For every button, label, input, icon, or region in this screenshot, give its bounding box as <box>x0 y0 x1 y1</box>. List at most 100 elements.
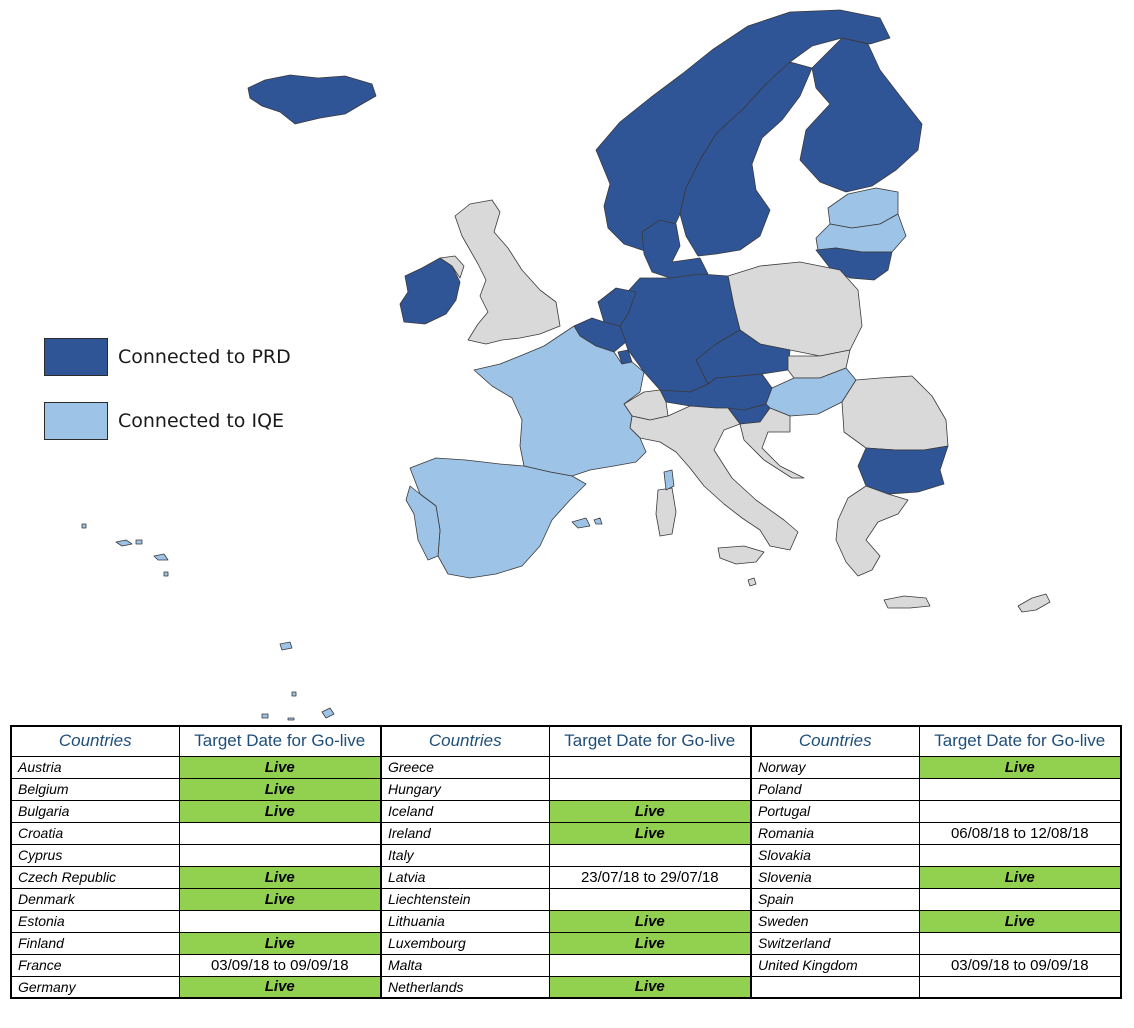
region-ireland <box>399 257 461 325</box>
table-row: Germany Live Netherlands Live <box>10 975 1122 999</box>
country-cell: Austria <box>10 755 180 779</box>
country-cell: Malta <box>380 953 550 977</box>
country-cell: Latvia <box>380 865 550 889</box>
status-live-cell: Live <box>918 865 1122 889</box>
table-row: Croatia Ireland Live Romania 06/08/18 to 12/… <box>10 821 1122 845</box>
target-date-cell <box>918 799 1122 823</box>
table-row: Estonia Lithuania Live Sweden Live <box>10 909 1122 933</box>
region-malta <box>747 577 757 587</box>
target-date-cell <box>918 887 1122 911</box>
country-cell: Luxembourg <box>380 931 550 955</box>
region-madeira <box>279 641 293 651</box>
table-row: Austria Live Greece Norway Live <box>10 755 1122 779</box>
table-row: Bulgaria Live Iceland Live Portugal <box>10 799 1122 823</box>
country-cell: Lithuania <box>380 909 550 933</box>
region-romania <box>841 375 949 451</box>
table-row: France 03/09/18 to 09/09/18 Malta United Ki… <box>10 953 1122 977</box>
region-united-kingdom <box>454 199 561 345</box>
legend-item-prd: Connected to PRD <box>44 338 291 376</box>
header-target-date: Target Date for Go-live <box>918 725 1122 757</box>
target-date-cell <box>918 777 1122 801</box>
country-cell: Croatia <box>10 821 180 845</box>
target-date-cell <box>548 777 752 801</box>
status-live-cell: Live <box>548 975 752 999</box>
region-greece <box>835 485 909 577</box>
region-balearic-islands <box>571 517 603 529</box>
country-cell: Bulgaria <box>10 799 180 823</box>
region-portugal <box>405 485 441 561</box>
country-cell: Greece <box>380 755 550 779</box>
region-bulgaria <box>857 445 949 495</box>
go-live-table: Countries Target Date for Go-live Countr… <box>10 725 1122 999</box>
status-live-cell: Live <box>918 909 1122 933</box>
table-row: Cyprus Italy Slovakia <box>10 843 1122 867</box>
country-cell: Belgium <box>10 777 180 801</box>
status-live-cell: Live <box>178 755 382 779</box>
header-countries: Countries <box>380 725 550 757</box>
country-cell: Iceland <box>380 799 550 823</box>
status-live-cell: Live <box>178 975 382 999</box>
region-croatia <box>739 407 805 479</box>
europe-map <box>81 9 1051 721</box>
country-cell: Hungary <box>380 777 550 801</box>
header-countries: Countries <box>750 725 920 757</box>
target-date-cell <box>548 755 752 779</box>
country-cell: Slovakia <box>750 843 920 867</box>
region-sardinia <box>655 487 677 537</box>
country-cell: Liechtenstein <box>380 887 550 911</box>
status-live-cell: Live <box>178 887 382 911</box>
target-date-cell: 03/09/18 to 09/09/18 <box>178 953 382 977</box>
country-cell: Spain <box>750 887 920 911</box>
header-countries: Countries <box>10 725 180 757</box>
status-live-cell: Live <box>548 909 752 933</box>
country-cell: Denmark <box>10 887 180 911</box>
country-cell: Germany <box>10 975 180 999</box>
region-canary-islands <box>261 691 335 721</box>
region-finland <box>799 37 923 193</box>
country-cell: Estonia <box>10 909 180 933</box>
table-row: Czech Republic Live Latvia 23/07/18 to 29/0… <box>10 865 1122 889</box>
country-cell: Sweden <box>750 909 920 933</box>
country-cell <box>750 975 920 999</box>
target-date-cell <box>548 887 752 911</box>
status-live-cell: Live <box>178 799 382 823</box>
country-cell: Romania <box>750 821 920 845</box>
header-target-date: Target Date for Go-live <box>178 725 382 757</box>
country-cell: Portugal <box>750 799 920 823</box>
target-date-cell <box>918 931 1122 955</box>
region-cyprus <box>1017 593 1051 613</box>
status-live-cell: Live <box>178 931 382 955</box>
target-date-cell: 03/09/18 to 09/09/18 <box>918 953 1122 977</box>
region-sweden <box>679 61 813 257</box>
country-cell: France <box>10 953 180 977</box>
country-cell: Ireland <box>380 821 550 845</box>
region-italy <box>629 405 799 551</box>
header-target-date: Target Date for Go-live <box>548 725 752 757</box>
region-sicily <box>717 545 765 565</box>
region-iceland <box>247 74 377 125</box>
country-cell: Italy <box>380 843 550 867</box>
legend-label-prd: Connected to PRD <box>118 346 291 368</box>
target-date-cell: 23/07/18 to 29/07/18 <box>548 865 752 889</box>
target-date-cell: 06/08/18 to 12/08/18 <box>918 821 1122 845</box>
status-live-cell: Live <box>178 777 382 801</box>
target-date-cell <box>178 821 382 845</box>
country-cell: United Kingdom <box>750 953 920 977</box>
legend-label-iqe: Connected to IQE <box>118 410 285 432</box>
country-cell: Czech Republic <box>10 865 180 889</box>
legend-swatch-prd <box>44 338 108 376</box>
target-date-cell <box>918 843 1122 867</box>
status-live-cell: Live <box>548 799 752 823</box>
target-date-cell <box>178 909 382 933</box>
country-cell: Netherlands <box>380 975 550 999</box>
table-row: Denmark Live Liechtenstein Spain <box>10 887 1122 911</box>
country-cell: Cyprus <box>10 843 180 867</box>
status-live-cell: Live <box>548 821 752 845</box>
status-live-cell: Live <box>178 865 382 889</box>
region-corsica <box>663 469 675 491</box>
region-azores <box>81 523 169 577</box>
legend-swatch-iqe <box>44 402 108 440</box>
target-date-cell <box>548 843 752 867</box>
target-date-cell <box>918 975 1122 999</box>
table-header-row: Countries Target Date for Go-live Countr… <box>10 725 1122 757</box>
